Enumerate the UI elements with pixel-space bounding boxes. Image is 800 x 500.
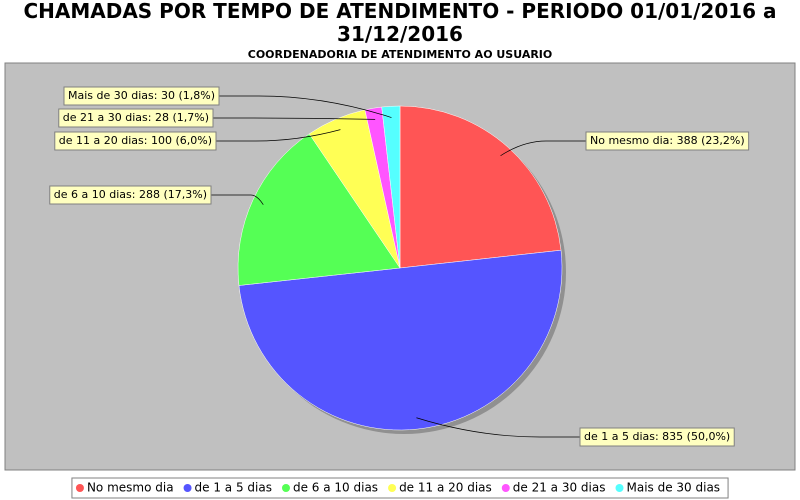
- legend-marker: [388, 484, 397, 492]
- data-label-group: de 21 a 30 dias: 28 (1,7%): [58, 108, 214, 128]
- data-label: de 11 a 20 dias: 100 (6,0%): [59, 134, 212, 147]
- legend-label: Mais de 30 dias: [627, 481, 721, 495]
- pie-slice: [237, 133, 401, 286]
- data-label-group: No mesmo dia: 388 (23,2%): [585, 131, 750, 151]
- data-label-box: [579, 427, 735, 447]
- chart-subtitle: COORDENADORIA DE ATENDIMENTO AO USUARIO: [247, 48, 553, 61]
- legend-marker: [183, 484, 192, 492]
- data-label: No mesmo dia: 388 (23,2%): [590, 134, 745, 147]
- data-label-group: de 6 a 10 dias: 288 (17,3%): [49, 185, 212, 205]
- leader-line: [500, 140, 586, 157]
- leader-line: [219, 95, 392, 118]
- legend-label: de 1 a 5 dias: [195, 481, 272, 495]
- data-label-box: [54, 131, 217, 151]
- leader-line: [416, 417, 580, 438]
- legend-marker: [501, 484, 510, 492]
- legend-box: [71, 477, 729, 499]
- legend-label: No mesmo dia: [87, 481, 174, 495]
- data-label: de 21 a 30 dias: 28 (1,7%): [63, 111, 209, 124]
- chart-title: CHAMADAS POR TEMPO DE ATENDIMENTO - PERI…: [23, 0, 777, 46]
- legend-label: de 11 a 20 dias: [399, 481, 492, 495]
- data-label-box: [63, 86, 220, 106]
- legend-label: de 21 a 30 dias: [513, 481, 606, 495]
- data-label: de 1 a 5 dias: 835 (50,0%): [584, 430, 730, 443]
- pie-slice: [238, 249, 563, 431]
- legend-marker: [75, 484, 84, 492]
- leader-line: [213, 117, 376, 120]
- leader-line: [216, 129, 341, 142]
- pie-slice: [399, 105, 562, 269]
- data-label: de 6 a 10 dias: 288 (17,3%): [54, 188, 207, 201]
- data-label-group: de 1 a 5 dias: 835 (50,0%): [579, 427, 735, 447]
- data-label-box: [58, 108, 214, 128]
- legend-label: de 6 a 10 dias: [293, 481, 378, 495]
- pie-slice: [381, 105, 401, 269]
- data-label-group: Mais de 30 dias: 30 (1,8%): [63, 86, 220, 106]
- leader-line: [211, 194, 264, 205]
- data-label-box: [49, 185, 212, 205]
- data-label: Mais de 30 dias: 30 (1,8%): [68, 89, 215, 102]
- legend-marker: [281, 484, 290, 492]
- legend-marker: [615, 484, 624, 492]
- data-label-group: de 11 a 20 dias: 100 (6,0%): [54, 131, 217, 151]
- data-label-box: [585, 131, 750, 151]
- legend: No mesmo dia de 1 a 5 dias de 6 a 10 dias d…: [71, 477, 729, 499]
